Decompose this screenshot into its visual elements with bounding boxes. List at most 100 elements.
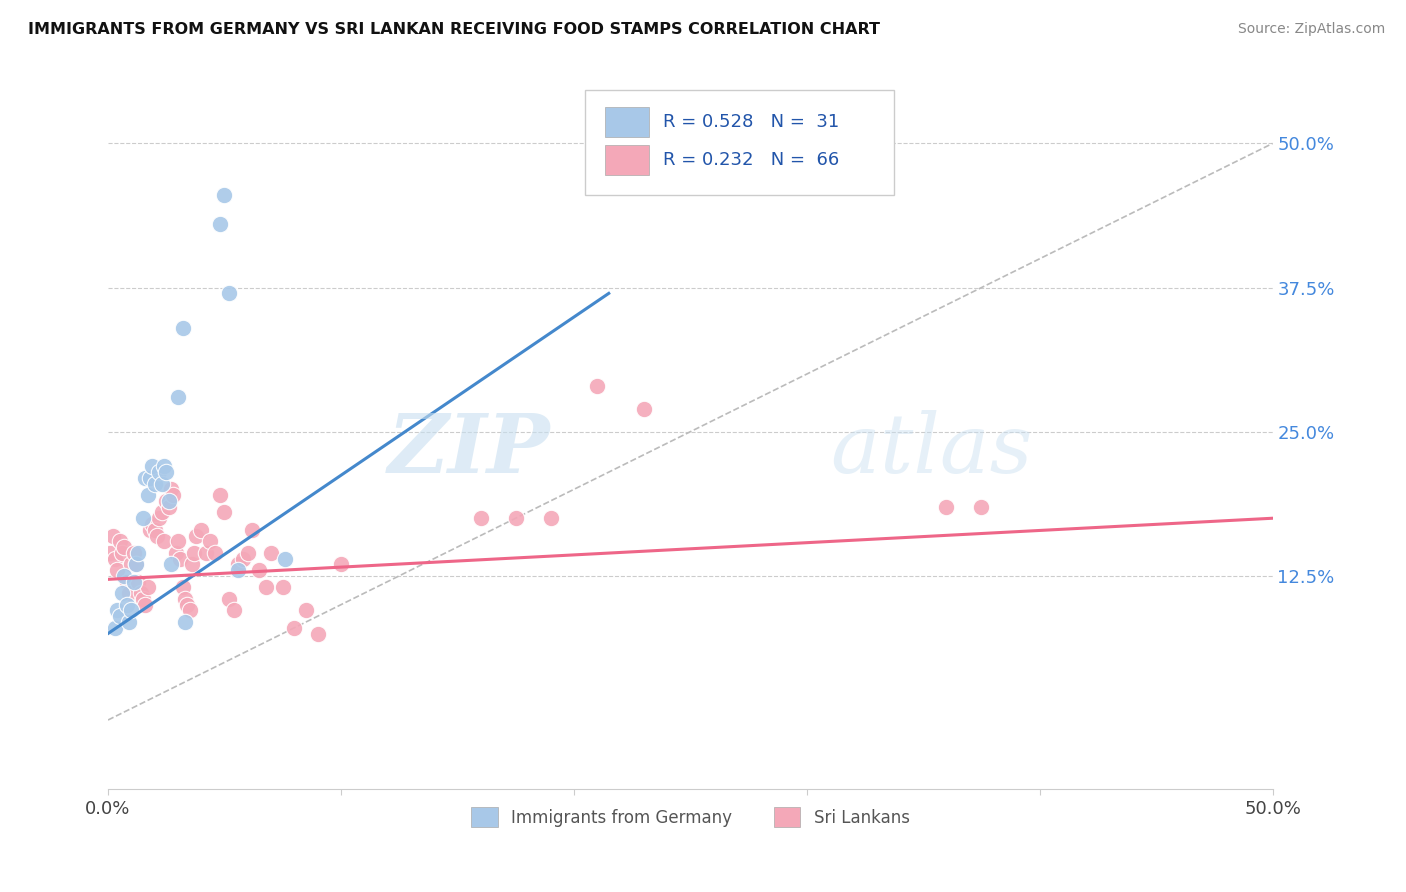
Point	[120, 603, 142, 617]
Point	[132, 511, 155, 525]
Point	[153, 534, 176, 549]
Point	[194, 546, 217, 560]
Point	[143, 476, 166, 491]
Point	[236, 546, 259, 560]
Point	[222, 603, 245, 617]
Point	[111, 546, 134, 560]
Point	[125, 558, 148, 572]
Point	[274, 551, 297, 566]
Point	[179, 603, 201, 617]
Point	[136, 581, 159, 595]
Point	[540, 511, 562, 525]
Point	[214, 188, 236, 202]
Point	[165, 546, 187, 560]
Text: atlas: atlas	[830, 410, 1032, 491]
Text: R = 0.232   N =  66: R = 0.232 N = 66	[664, 151, 839, 169]
Point	[167, 390, 190, 404]
Point	[118, 586, 141, 600]
Point	[204, 546, 226, 560]
Point	[134, 471, 156, 485]
Point	[186, 528, 208, 542]
Text: IMMIGRANTS FROM GERMANY VS SRI LANKAN RECEIVING FOOD STAMPS CORRELATION CHART: IMMIGRANTS FROM GERMANY VS SRI LANKAN RE…	[28, 22, 880, 37]
Point	[101, 528, 124, 542]
Point	[173, 615, 195, 629]
Point	[134, 598, 156, 612]
Point	[283, 621, 305, 635]
Point	[218, 286, 240, 301]
Bar	[605, 107, 650, 137]
Point	[242, 523, 264, 537]
Point	[104, 621, 127, 635]
Point	[307, 626, 329, 640]
Point	[112, 540, 135, 554]
Point	[118, 615, 141, 629]
Point	[122, 574, 145, 589]
Point	[228, 563, 250, 577]
Point	[127, 574, 149, 589]
Point	[970, 500, 993, 514]
Point	[169, 551, 191, 566]
Point	[295, 603, 318, 617]
Text: R = 0.528   N =  31: R = 0.528 N = 31	[664, 113, 839, 131]
Point	[143, 523, 166, 537]
Point	[470, 511, 492, 525]
Point	[218, 591, 240, 606]
Point	[208, 217, 231, 231]
Point	[104, 551, 127, 566]
Point	[139, 523, 162, 537]
Point	[132, 591, 155, 606]
Point	[200, 534, 222, 549]
Legend: Immigrants from Germany, Sri Lankans: Immigrants from Germany, Sri Lankans	[463, 799, 918, 835]
Point	[254, 581, 277, 595]
Point	[105, 603, 128, 617]
Point	[122, 546, 145, 560]
Point	[105, 563, 128, 577]
Point	[115, 574, 138, 589]
Point	[260, 546, 283, 560]
Bar	[605, 145, 650, 175]
Point	[129, 586, 152, 600]
Point	[141, 516, 163, 531]
Point	[935, 500, 957, 514]
Point	[127, 546, 149, 560]
Point	[139, 471, 162, 485]
Point	[271, 581, 294, 595]
Point	[172, 581, 194, 595]
Point	[155, 494, 177, 508]
Point	[167, 534, 190, 549]
Point	[247, 563, 270, 577]
Point	[160, 483, 183, 497]
Point	[98, 546, 121, 560]
Point	[153, 459, 176, 474]
Point	[112, 569, 135, 583]
Text: Source: ZipAtlas.com: Source: ZipAtlas.com	[1237, 22, 1385, 37]
Point	[176, 598, 198, 612]
Point	[157, 494, 180, 508]
Point	[214, 506, 236, 520]
Point	[160, 558, 183, 572]
Point	[329, 558, 352, 572]
Point	[190, 523, 212, 537]
Point	[150, 476, 173, 491]
Point	[115, 598, 138, 612]
Point	[148, 511, 170, 525]
Point	[505, 511, 527, 525]
Point	[141, 459, 163, 474]
Text: ZIP: ZIP	[388, 410, 551, 491]
Point	[232, 551, 254, 566]
Point	[136, 488, 159, 502]
FancyBboxPatch shape	[585, 90, 894, 194]
Point	[146, 528, 169, 542]
Point	[155, 465, 177, 479]
Point	[173, 591, 195, 606]
Point	[157, 500, 180, 514]
Point	[120, 558, 142, 572]
Point	[208, 488, 231, 502]
Point	[148, 465, 170, 479]
Point	[183, 546, 205, 560]
Point	[150, 506, 173, 520]
Point	[162, 488, 184, 502]
Point	[172, 321, 194, 335]
Point	[111, 586, 134, 600]
Point	[108, 609, 131, 624]
